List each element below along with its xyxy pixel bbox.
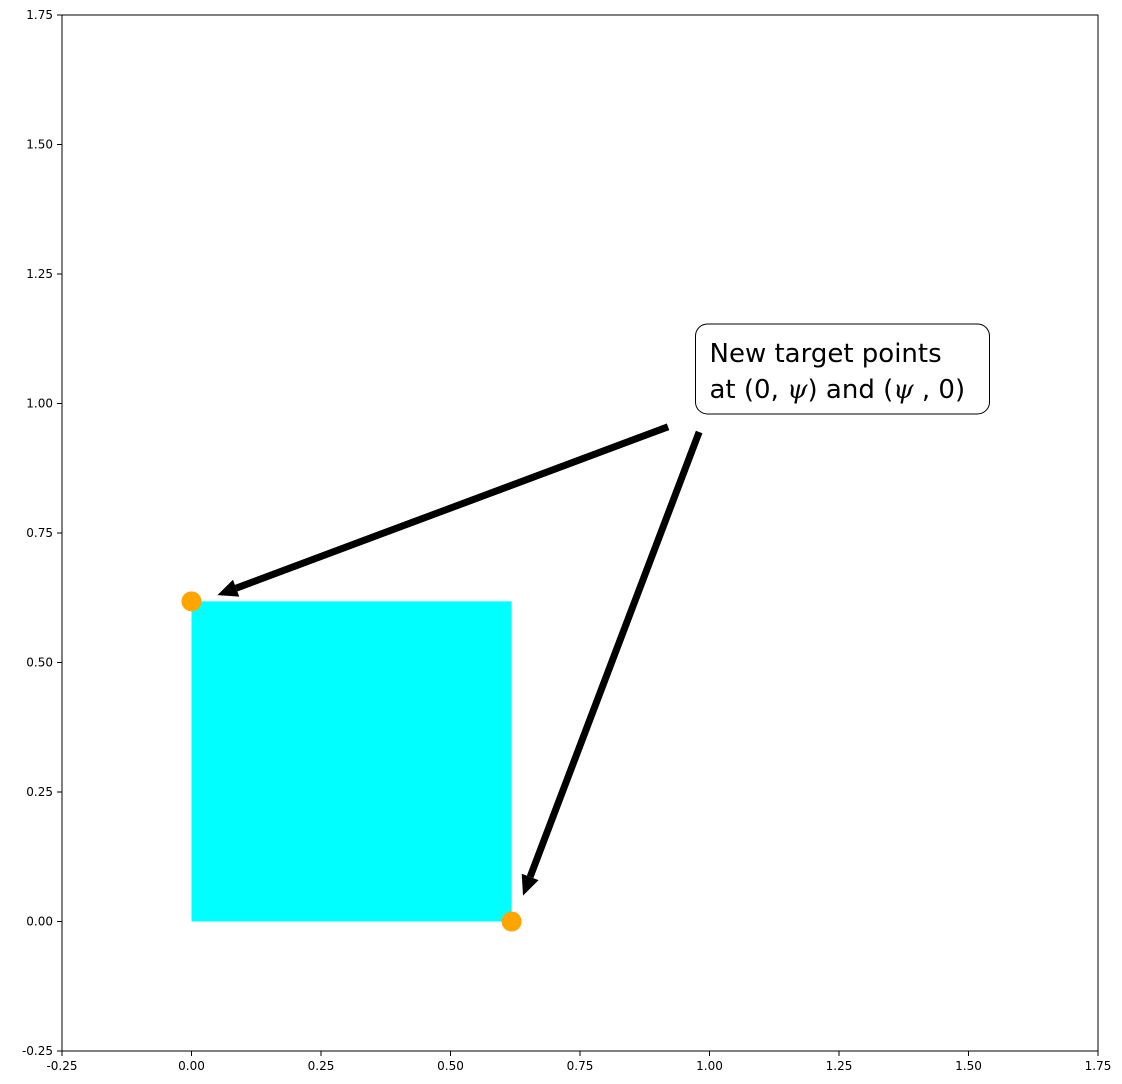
arrow-shaft xyxy=(234,423,670,592)
x-tick-label: 0.25 xyxy=(308,1059,335,1073)
arrow-shaft xyxy=(526,430,703,879)
y-tick-label: 1.50 xyxy=(26,138,53,152)
annotation-arrow-1 xyxy=(217,423,670,597)
x-tick-label: -0.25 xyxy=(46,1059,77,1073)
annotation-box xyxy=(695,323,990,415)
y-tick-label: -0.25 xyxy=(22,1044,53,1058)
x-tick-label: 0.00 xyxy=(178,1059,205,1073)
y-tick-label: 1.00 xyxy=(26,397,53,411)
target-point-1 xyxy=(181,591,202,612)
y-tick-label: 0.25 xyxy=(26,785,53,799)
annotation-line-1: New target points xyxy=(710,339,942,369)
y-tick-label: 1.25 xyxy=(26,267,53,281)
x-tick-label: 1.50 xyxy=(955,1059,982,1073)
arrow-head xyxy=(521,873,539,896)
annotation-line-2: at (0, ψ) and (ψ , 0) xyxy=(710,375,966,405)
x-tick-label: 0.50 xyxy=(437,1059,464,1073)
x-tick-label: 1.00 xyxy=(696,1059,723,1073)
square-patch xyxy=(191,601,512,922)
y-tick-label: 1.75 xyxy=(26,8,53,22)
x-tick-label: 1.75 xyxy=(1085,1059,1112,1073)
x-tick-label: 1.25 xyxy=(826,1059,853,1073)
y-tick-label: 0.50 xyxy=(26,656,53,670)
y-tick-label: 0.75 xyxy=(26,526,53,540)
target-point-2 xyxy=(501,911,522,932)
y-tick-label: 0.00 xyxy=(26,915,53,929)
x-tick-label: 0.75 xyxy=(567,1059,594,1073)
annotation-arrow-2 xyxy=(521,430,703,896)
arrow-head xyxy=(217,579,240,597)
